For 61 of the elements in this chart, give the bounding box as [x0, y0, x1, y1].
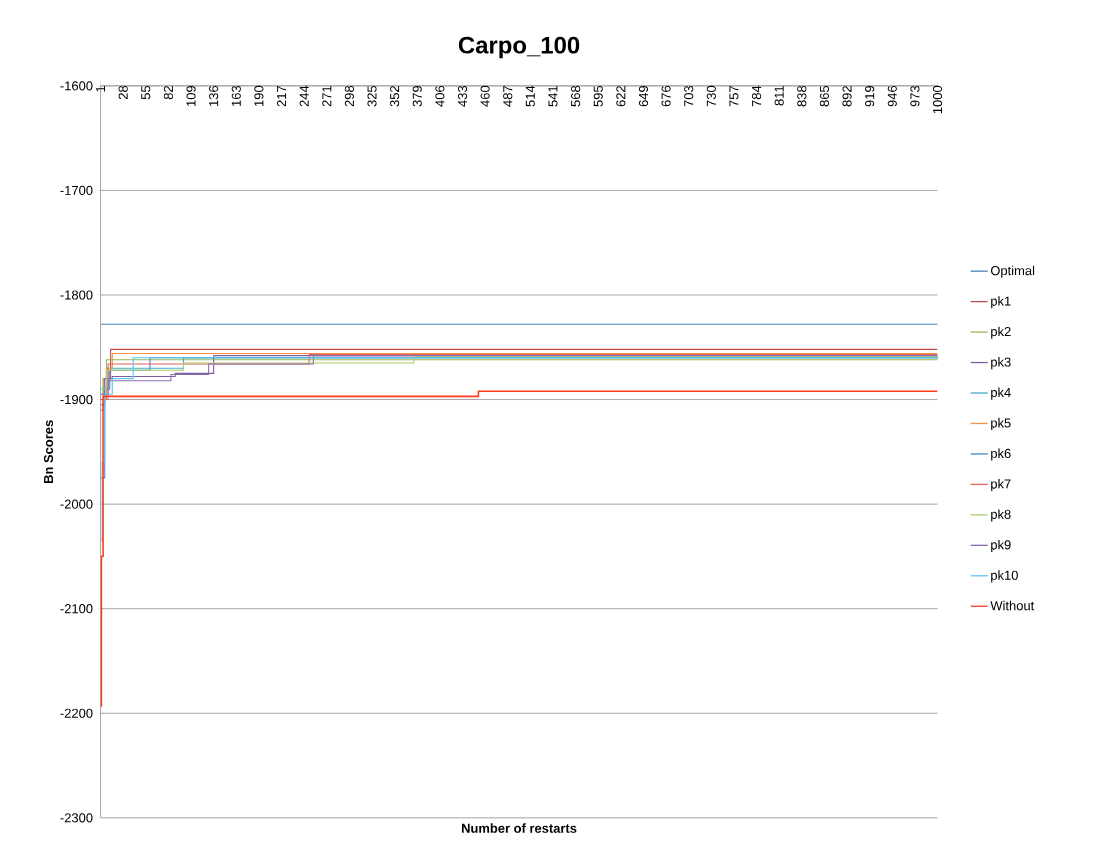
chart-title: Carpo_100: [458, 36, 580, 59]
legend-label: pk10: [991, 570, 1018, 583]
x-tick-label: 892: [842, 86, 852, 107]
y-tick-label: -2100: [60, 604, 93, 614]
x-tick-label: 838: [797, 85, 807, 107]
x-tick-label: 109: [186, 85, 196, 106]
x-tick-label: 217: [277, 86, 287, 107]
x-tick-label: 136: [209, 85, 219, 106]
x-tick-label: 676: [661, 85, 671, 107]
x-tick-label: 325: [367, 85, 377, 107]
x-tick-label: 244: [299, 85, 309, 107]
legend-label: pk3: [991, 357, 1011, 370]
x-tick-label: 649: [638, 85, 649, 107]
legend-label: Without: [990, 600, 1035, 611]
y-tick-label: -2000: [60, 499, 93, 509]
x-tick-label: 811: [774, 85, 784, 106]
x-tick-label: 190: [254, 85, 264, 106]
x-tick-label: 28: [118, 85, 128, 100]
legend-label: pk6: [991, 448, 1011, 461]
y-axis-title: Bn Scores: [43, 420, 54, 484]
x-tick-label: 757: [729, 86, 739, 107]
y-tick-label: -1900: [60, 394, 93, 405]
legend-label: pk4: [991, 387, 1011, 400]
y-tick-label: -1700: [60, 185, 93, 195]
x-tick-label: 730: [706, 85, 716, 107]
y-tick-label: -2200: [60, 708, 93, 718]
legend-label: pk5: [991, 418, 1011, 431]
x-tick-label: 406: [435, 85, 445, 107]
x-tick-label: 433: [457, 85, 468, 107]
legend-label: pk2: [991, 326, 1011, 339]
x-tick-label: 298: [344, 85, 354, 107]
x-tick-label: 163: [231, 85, 241, 106]
x-tick-label: 946: [887, 85, 897, 107]
y-tick-label: -1600: [60, 81, 93, 91]
x-tick-label: 271: [322, 85, 332, 107]
y-tick-label: -2300: [60, 813, 93, 823]
x-tick-label: 1: [96, 85, 105, 92]
legend-label: pk8: [991, 509, 1011, 522]
legend-label: Optimal: [990, 265, 1035, 278]
x-tick-label: 460: [480, 85, 490, 107]
x-tick-label: 55: [141, 85, 151, 100]
legend-label: pk9: [991, 539, 1011, 552]
x-tick-label: 973: [910, 85, 920, 107]
x-tick-label: 1000: [932, 85, 943, 114]
x-axis-title: Number of restarts: [461, 823, 577, 833]
x-tick-label: 784: [751, 85, 762, 107]
x-tick-label: 568: [571, 85, 581, 107]
x-tick-label: 352: [390, 86, 400, 107]
legend-label: pk1: [991, 296, 1011, 309]
x-tick-label: 595: [593, 85, 603, 107]
x-tick-label: 514: [525, 85, 535, 107]
x-tick-label: 703: [684, 85, 694, 107]
legend-label: pk7: [991, 478, 1011, 492]
x-tick-label: 379: [412, 85, 422, 107]
x-tick-label: 919: [865, 85, 875, 107]
x-tick-label: 82: [163, 86, 173, 100]
x-tick-label: 541: [548, 85, 558, 107]
x-tick-label: 622: [616, 86, 626, 107]
x-tick-label: 865: [819, 85, 830, 107]
x-tick-label: 487: [503, 86, 513, 107]
y-tick-label: -1800: [60, 290, 93, 300]
